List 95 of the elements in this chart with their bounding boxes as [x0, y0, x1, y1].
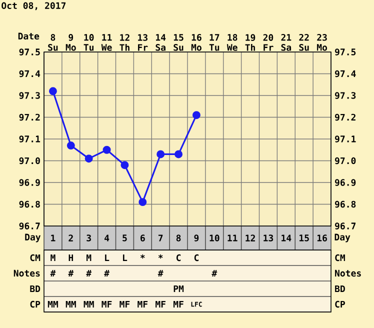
x2-tick-label: 20 Fr [263, 34, 274, 51]
category-label: BD [30, 285, 40, 292]
text: MM [48, 300, 58, 308]
y-tick-label: 97.2 [19, 114, 40, 121]
text: * [140, 254, 145, 259]
point [138, 198, 147, 206]
text: # [68, 270, 74, 276]
x-axis-title: Day [25, 234, 41, 242]
category-label: BD [335, 285, 345, 292]
category-label: Notes [335, 270, 361, 277]
x-tick-label: 16 [317, 234, 327, 242]
y-tick-label: 96.7 [19, 222, 40, 230]
x-tick-label: 5 [122, 234, 127, 242]
point [120, 161, 129, 170]
point [48, 87, 57, 96]
y2-tick-label: 96.7 [335, 222, 356, 230]
point [84, 154, 93, 163]
category-label: CP [30, 300, 40, 308]
y-tick-label: 97.3 [19, 92, 40, 99]
text: * [158, 254, 163, 259]
y2-tick-label: 97.5 [335, 48, 356, 56]
x-tick-label: 1 [51, 234, 56, 242]
x-tick-label: 3 [86, 234, 91, 242]
text: H [68, 254, 74, 262]
x-tick-label: 14 [282, 234, 292, 242]
x2-tick-label: 14 Sa [156, 34, 166, 51]
y2-tick-label: 97.2 [335, 114, 356, 121]
text: PM [174, 285, 184, 292]
text: MM [84, 300, 94, 308]
y2-tick-label: 97.4 [335, 70, 356, 78]
text: # [86, 270, 92, 276]
x-tick-label: 12 [246, 234, 255, 242]
x2-tick-label: 23 Mo [316, 34, 328, 51]
y2-tick-label: 97.0 [335, 157, 356, 164]
point [66, 142, 75, 150]
point [156, 150, 165, 158]
text: # [212, 270, 218, 276]
category-label: CP [335, 300, 345, 308]
text: MF [102, 300, 112, 308]
x2-tick-label: 11 We [101, 34, 112, 51]
x2-tick-label: 15 Su [174, 34, 184, 51]
x-tick-label: 4 [104, 234, 110, 242]
x2-tick-label: 13 Fr [138, 34, 148, 51]
x2-tick-label: 18 We [226, 34, 238, 51]
x-tick-label: 8 [176, 234, 181, 242]
point [192, 111, 200, 120]
y-tick-label: 97.1 [19, 136, 40, 142]
point [174, 150, 183, 158]
x2-tick-label: 8 Su [48, 34, 58, 51]
category-label: CM [335, 254, 345, 262]
text: # [158, 270, 164, 276]
x-tick-label: 9 [194, 234, 199, 242]
x2-tick-label: 22 Su [299, 34, 309, 51]
x2-tick-label: 16 Mo [191, 34, 202, 51]
text: C [176, 254, 181, 262]
text: MM [66, 300, 76, 308]
point [102, 146, 111, 154]
x2-tick-label: 19 Th [245, 34, 256, 51]
y2-tick-label: 97.1 [335, 136, 356, 142]
text: M [86, 254, 92, 262]
y2-tick-label: 96.9 [335, 179, 356, 186]
text: Day [334, 234, 350, 242]
text: L [105, 254, 110, 262]
category-label: Notes [14, 270, 40, 277]
y-tick-label: 96.8 [19, 200, 40, 208]
y-tick-label: 96.9 [19, 179, 40, 186]
text: MF [138, 300, 148, 308]
text: M [50, 254, 56, 262]
x2-tick-label: 12 Th [120, 34, 130, 51]
text: L [122, 254, 128, 262]
x2-axis-title: Date [18, 32, 40, 40]
text: # [50, 270, 56, 276]
x-tick-label: 2 [68, 234, 73, 242]
x-tick-label: 7 [158, 234, 163, 242]
text: C [194, 254, 199, 262]
x-tick-label: 10 [210, 234, 220, 242]
x2-tick-label: 21 Sa [281, 34, 292, 51]
x-tick-label: 13 [264, 234, 274, 242]
y2-tick-label: 97.3 [335, 92, 356, 99]
text: # [104, 270, 110, 276]
text: MF [156, 300, 166, 308]
y-tick-label: 97.0 [19, 157, 40, 164]
x-tick-label: 15 [300, 234, 309, 242]
x2-tick-label: 10 Tu [84, 34, 94, 51]
text: MF [120, 300, 130, 308]
x2-tick-label: 17 Tu [209, 34, 220, 51]
text: MF [173, 300, 184, 308]
y-tick-label: 97.5 [19, 48, 40, 56]
category-label: CM [30, 254, 40, 262]
x-tick-label: 6 [140, 234, 145, 242]
y-tick-label: 97.4 [19, 70, 40, 78]
x-tick-label: 11 [228, 234, 238, 242]
chart-title: Oct 08, 2017 [2, 2, 66, 10]
y2-tick-label: 96.8 [335, 200, 356, 208]
x2-tick-label: 9 Mo [66, 34, 76, 51]
